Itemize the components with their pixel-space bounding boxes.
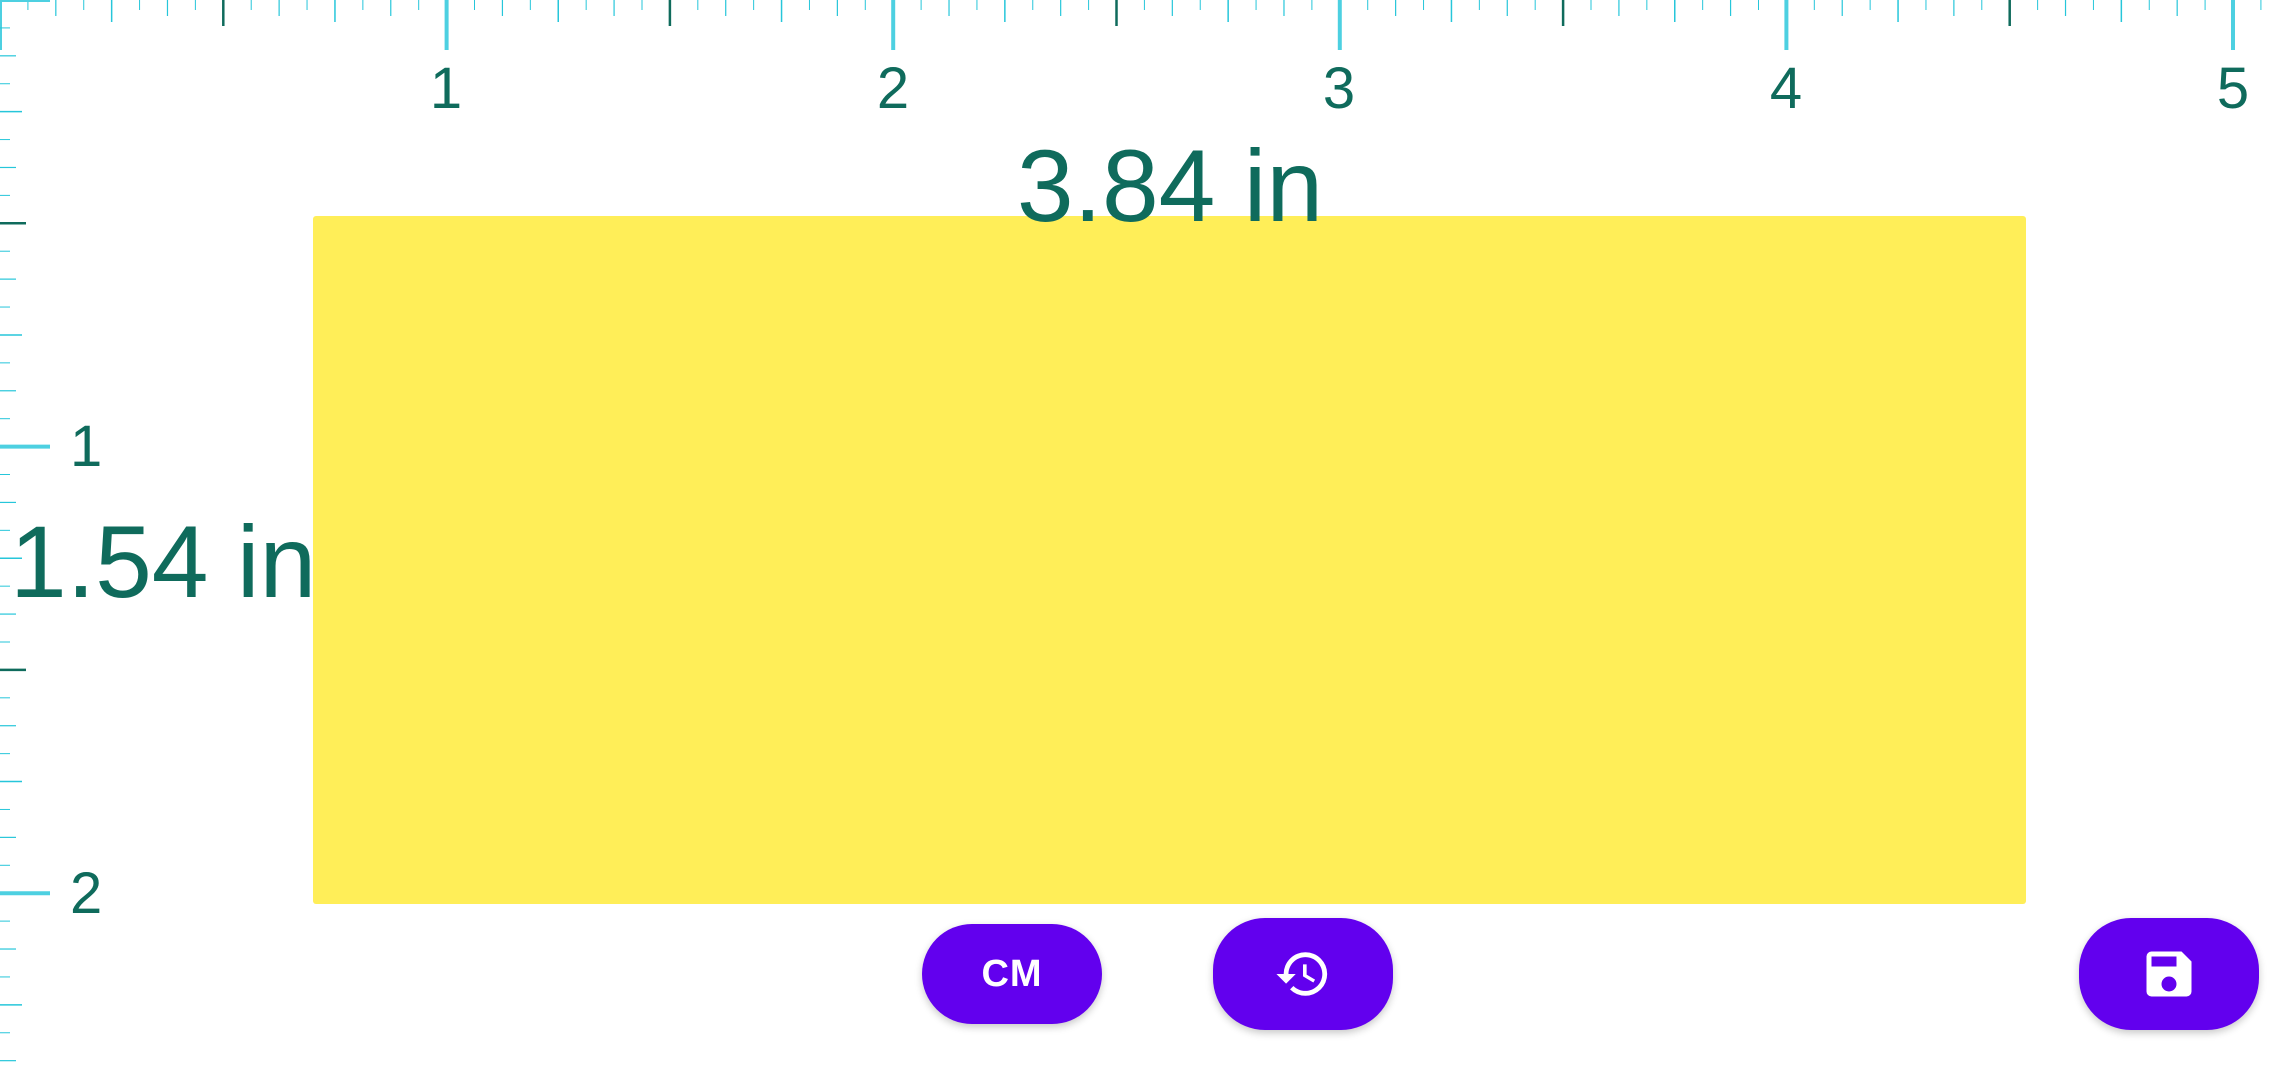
history-button[interactable]	[1213, 918, 1393, 1030]
unit-toggle-label: CM	[981, 952, 1043, 995]
side-ruler-label-1: 1	[70, 414, 103, 479]
height-readout: 1.54 in	[10, 505, 317, 619]
side-ruler-label-2: 2	[70, 861, 103, 926]
save-icon	[2139, 944, 2199, 1004]
width-readout: 3.84 in	[1016, 129, 1324, 243]
measurement-rectangle[interactable]	[313, 216, 2026, 904]
top-ruler-label-2: 2	[876, 56, 910, 121]
save-button[interactable]	[2079, 918, 2259, 1030]
unit-toggle-button[interactable]: CM	[922, 924, 1102, 1024]
top-ruler-label-3: 3	[1322, 56, 1356, 121]
top-ruler-label-4: 4	[1769, 56, 1803, 121]
history-icon	[1274, 945, 1332, 1003]
top-ruler-label-5: 5	[2216, 56, 2250, 121]
top-ruler-label-1: 1	[429, 56, 463, 121]
